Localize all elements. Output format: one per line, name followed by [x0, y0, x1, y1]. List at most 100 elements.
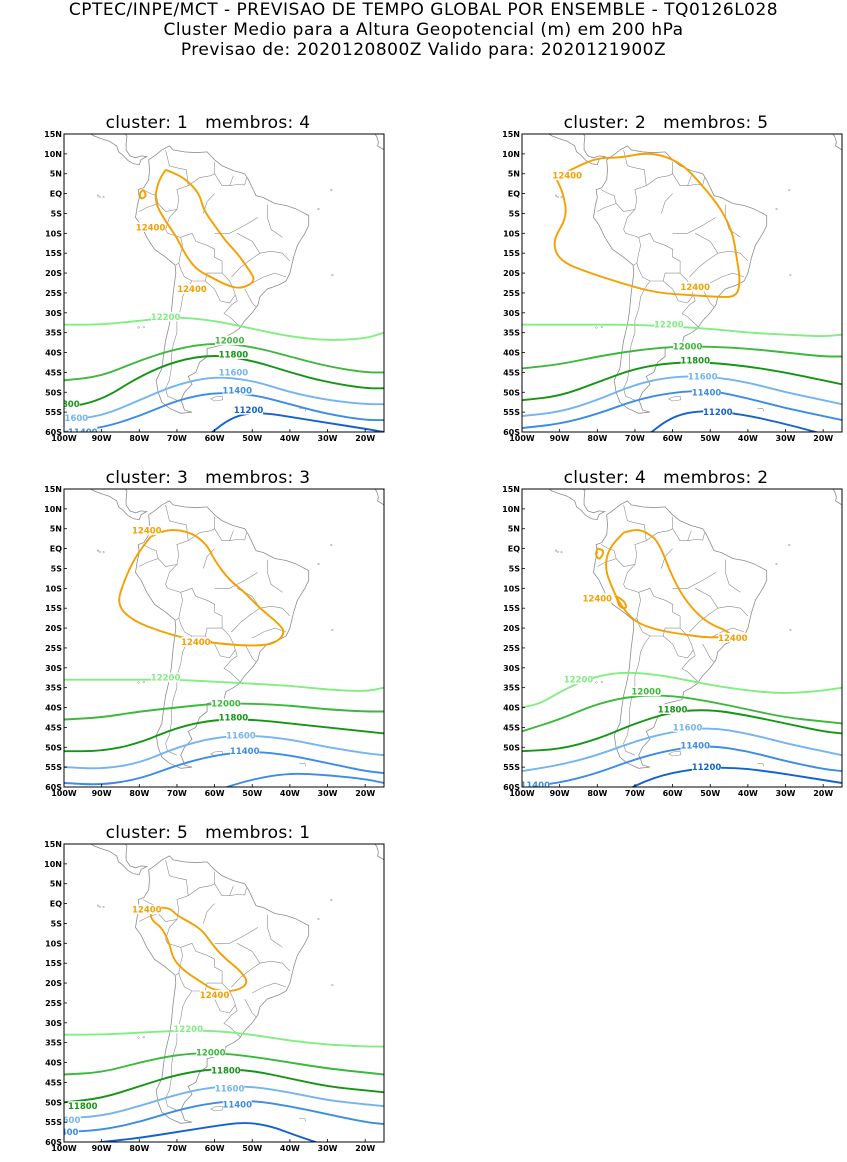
contour-label-bg	[658, 704, 688, 714]
country-border	[165, 635, 193, 756]
contour-label-bg	[218, 367, 248, 377]
country-border	[188, 161, 215, 186]
island-dot	[556, 550, 559, 553]
contour-label-bg	[173, 1023, 203, 1034]
contour-label: 11600	[219, 368, 249, 378]
contour-label: 12000	[211, 700, 241, 710]
contour-label: 12400	[552, 172, 582, 182]
island-dot	[102, 196, 105, 199]
lat-tick-label: 5S	[51, 210, 63, 219]
contour-line	[522, 361, 842, 402]
lon-tick-label: 100W	[51, 789, 77, 798]
island-dot	[595, 326, 598, 329]
island-dot	[554, 194, 557, 197]
lon-tick-label: 20W	[355, 1144, 375, 1153]
island-dot	[393, 1050, 395, 1052]
lon-tick-label: 90W	[92, 434, 112, 443]
island-dot	[330, 898, 333, 902]
contour-label-bg	[64, 1115, 81, 1125]
country-border	[615, 203, 641, 266]
lat-tick-label: 5N	[50, 170, 62, 179]
lat-tick-label: 50S	[45, 388, 62, 397]
contour-label-bg	[211, 1065, 241, 1075]
country-border	[214, 528, 247, 541]
contour-line	[64, 392, 384, 432]
country-border	[725, 559, 741, 593]
lat-tick-label: EQ	[50, 190, 62, 199]
contour-label-bg	[211, 698, 241, 709]
lat-tick-label: 45S	[503, 368, 520, 377]
country-border	[672, 528, 705, 541]
lon-tick-label: 60W	[205, 434, 225, 443]
lat-tick-label: 60S	[45, 1138, 62, 1147]
map-background	[64, 489, 384, 787]
panel-title: cluster: 4 membros: 2	[563, 468, 769, 488]
lat-tick-label: 15S	[503, 604, 520, 613]
island-dot	[331, 629, 334, 632]
lon-tick-label: 100W	[509, 789, 535, 798]
lat-tick-label: 50S	[45, 1098, 62, 1107]
lat-tick-label: 5N	[508, 170, 520, 179]
lon-tick-label: 80W	[587, 434, 607, 443]
lat-tick-label: 15S	[45, 959, 62, 968]
country-border	[139, 544, 159, 567]
lat-tick-label: 45S	[45, 368, 62, 377]
lon-tick-label: 70W	[167, 1144, 187, 1153]
contour-label: 11800	[680, 357, 710, 367]
lon-tick-label: 80W	[129, 434, 149, 443]
lat-tick-label: 20S	[45, 979, 62, 988]
lat-tick-label: 20S	[45, 624, 62, 633]
country-border	[672, 217, 717, 234]
island-dot	[386, 579, 388, 581]
country-border	[203, 903, 215, 924]
lat-tick-label: EQ	[50, 900, 62, 909]
lon-tick-label: 50W	[700, 789, 720, 798]
lat-tick-label: 60S	[503, 428, 520, 437]
lat-tick-label: 10N	[502, 505, 520, 514]
contour-label: 11800	[658, 706, 688, 716]
lon-tick-label: 40W	[280, 1144, 300, 1153]
contour-line	[64, 376, 384, 422]
falkland-islands	[668, 395, 682, 402]
lat-tick-label: 35S	[45, 329, 62, 338]
contour-line	[595, 547, 605, 560]
south-georgia-island	[757, 762, 764, 767]
island-dot	[142, 681, 145, 684]
lon-tick-label: 80W	[129, 1144, 149, 1153]
lat-tick-label: 25S	[503, 644, 520, 653]
contour-label-bg	[218, 712, 248, 722]
lat-tick-label: 35S	[503, 684, 520, 693]
contour-label-bg	[68, 427, 98, 432]
island-dot	[788, 188, 791, 192]
island-dot	[96, 904, 99, 907]
lat-tick-label: 10N	[44, 150, 62, 159]
country-border	[636, 232, 681, 282]
south-georgia-island	[757, 407, 764, 412]
lat-tick-label: 55S	[503, 763, 520, 772]
country-border	[231, 943, 261, 988]
contour-label: 11800	[68, 1102, 98, 1112]
lat-tick-label: 45S	[45, 1078, 62, 1087]
contour-label: 12200	[151, 674, 181, 684]
lon-tick-label: 100W	[509, 434, 535, 443]
lat-tick-label: 5N	[50, 880, 62, 889]
map-canvas: 12400 12400 12200 12000 11800 11600 11400 11200…	[502, 485, 843, 798]
lon-tick-label: 20W	[813, 434, 833, 443]
contour-label-bg	[136, 222, 166, 232]
country-border	[702, 288, 715, 308]
country-border	[646, 161, 673, 186]
lat-tick-label: 10S	[45, 939, 62, 948]
contour-line	[138, 188, 147, 200]
contour-line	[224, 772, 384, 787]
lat-tick-label: 55S	[503, 408, 520, 417]
map-panel-cluster-3: cluster: 3 membros: 3 12400 12400 12200 120…	[28, 467, 388, 807]
island-dot	[789, 629, 792, 632]
south-georgia-island	[299, 1117, 306, 1122]
header-line-1: CPTEC/INPE/MCT - PREVISAO DE TEMPO GLOBA…	[68, 0, 779, 20]
contour-label: 11800	[211, 1067, 241, 1077]
falkland-islands	[210, 395, 224, 402]
lon-tick-label: 90W	[550, 789, 570, 798]
country-border	[702, 643, 715, 663]
lat-tick-label: 20S	[503, 624, 520, 633]
falkland-islands	[210, 1105, 224, 1112]
